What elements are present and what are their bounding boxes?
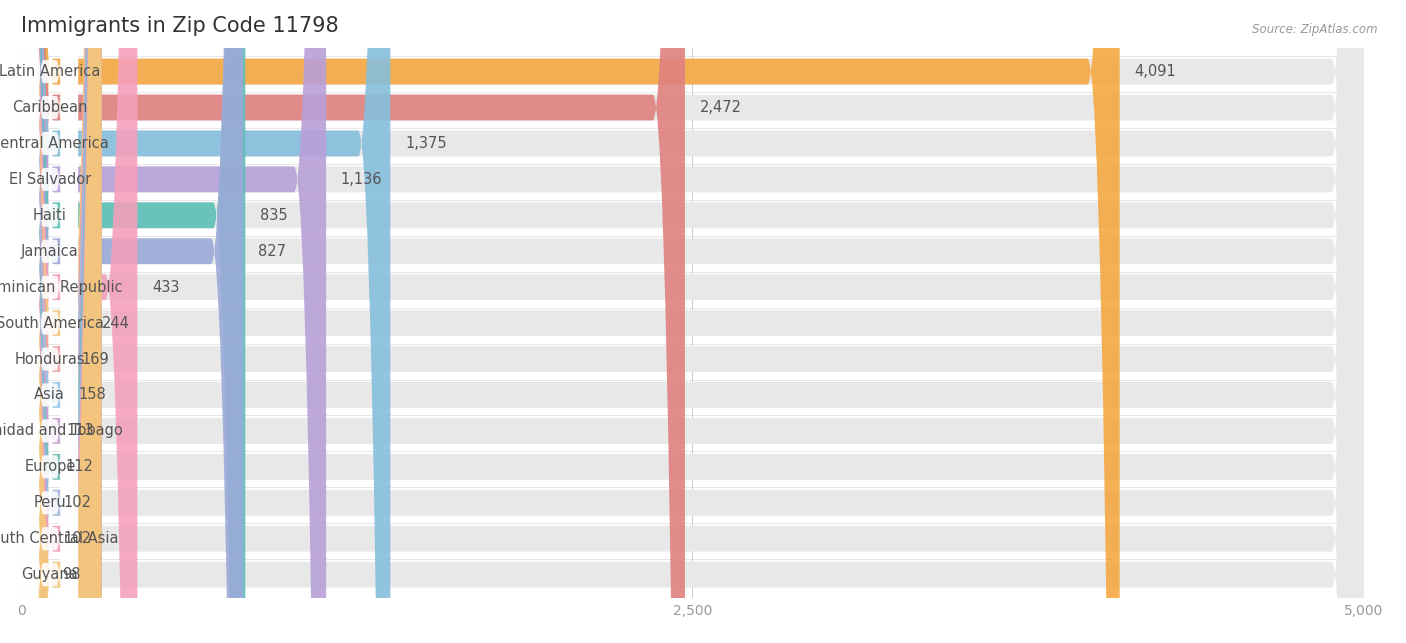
FancyBboxPatch shape — [21, 0, 77, 643]
Text: 1,375: 1,375 — [405, 136, 447, 151]
FancyBboxPatch shape — [21, 0, 101, 643]
FancyBboxPatch shape — [21, 0, 1119, 643]
Text: 4,091: 4,091 — [1135, 64, 1177, 79]
FancyBboxPatch shape — [21, 0, 77, 643]
FancyBboxPatch shape — [21, 0, 77, 643]
Text: 827: 827 — [257, 244, 285, 258]
Text: 102: 102 — [63, 495, 91, 511]
FancyBboxPatch shape — [21, 0, 245, 643]
Text: Dominican Republic: Dominican Republic — [0, 280, 122, 294]
Text: Guyana: Guyana — [21, 567, 79, 582]
FancyBboxPatch shape — [21, 0, 243, 643]
Text: 244: 244 — [101, 316, 129, 331]
FancyBboxPatch shape — [21, 0, 101, 643]
Text: Haiti: Haiti — [32, 208, 66, 223]
FancyBboxPatch shape — [21, 0, 1364, 643]
FancyBboxPatch shape — [21, 0, 77, 643]
FancyBboxPatch shape — [21, 0, 101, 643]
Text: Jamaica: Jamaica — [21, 244, 79, 258]
FancyBboxPatch shape — [21, 0, 1364, 643]
Text: 1,136: 1,136 — [340, 172, 382, 187]
FancyBboxPatch shape — [21, 0, 77, 643]
Text: Latin America: Latin America — [0, 64, 100, 79]
FancyBboxPatch shape — [21, 0, 1364, 643]
FancyBboxPatch shape — [21, 0, 77, 643]
FancyBboxPatch shape — [21, 0, 101, 643]
FancyBboxPatch shape — [21, 0, 77, 643]
FancyBboxPatch shape — [21, 0, 1364, 643]
Text: Central America: Central America — [0, 136, 110, 151]
FancyBboxPatch shape — [21, 0, 77, 643]
FancyBboxPatch shape — [21, 0, 1364, 643]
Text: Asia: Asia — [34, 388, 65, 403]
Text: Europe: Europe — [24, 459, 76, 475]
Text: 2,472: 2,472 — [700, 100, 742, 115]
Text: 113: 113 — [66, 423, 94, 439]
FancyBboxPatch shape — [21, 0, 1364, 643]
FancyBboxPatch shape — [21, 0, 685, 643]
Text: 102: 102 — [63, 531, 91, 546]
FancyBboxPatch shape — [21, 0, 77, 643]
FancyBboxPatch shape — [21, 0, 326, 643]
Text: Caribbean: Caribbean — [13, 100, 87, 115]
FancyBboxPatch shape — [21, 0, 1364, 643]
FancyBboxPatch shape — [21, 0, 1364, 643]
FancyBboxPatch shape — [21, 0, 77, 643]
FancyBboxPatch shape — [21, 0, 101, 643]
FancyBboxPatch shape — [21, 0, 77, 643]
Text: South America: South America — [0, 316, 104, 331]
FancyBboxPatch shape — [21, 0, 101, 643]
FancyBboxPatch shape — [21, 0, 1364, 643]
Text: 112: 112 — [66, 459, 94, 475]
Text: 433: 433 — [152, 280, 180, 294]
Text: 835: 835 — [260, 208, 288, 223]
FancyBboxPatch shape — [21, 0, 138, 643]
Text: Trinidad and Tobago: Trinidad and Tobago — [0, 423, 124, 439]
FancyBboxPatch shape — [21, 0, 1364, 643]
FancyBboxPatch shape — [21, 0, 77, 643]
Text: Peru: Peru — [34, 495, 66, 511]
FancyBboxPatch shape — [21, 0, 77, 643]
Text: 98: 98 — [62, 567, 80, 582]
Text: El Salvador: El Salvador — [8, 172, 91, 187]
Text: 158: 158 — [79, 388, 105, 403]
Text: Honduras: Honduras — [14, 352, 86, 367]
FancyBboxPatch shape — [21, 0, 1364, 643]
Text: Immigrants in Zip Code 11798: Immigrants in Zip Code 11798 — [21, 15, 339, 35]
FancyBboxPatch shape — [21, 0, 1364, 643]
FancyBboxPatch shape — [21, 0, 1364, 643]
Text: 169: 169 — [82, 352, 110, 367]
Text: South Central Asia: South Central Asia — [0, 531, 118, 546]
FancyBboxPatch shape — [21, 0, 77, 643]
FancyBboxPatch shape — [21, 0, 101, 643]
FancyBboxPatch shape — [21, 0, 1364, 643]
FancyBboxPatch shape — [21, 0, 77, 643]
FancyBboxPatch shape — [21, 0, 101, 643]
FancyBboxPatch shape — [21, 0, 391, 643]
Text: Source: ZipAtlas.com: Source: ZipAtlas.com — [1253, 23, 1378, 35]
FancyBboxPatch shape — [21, 0, 1364, 643]
